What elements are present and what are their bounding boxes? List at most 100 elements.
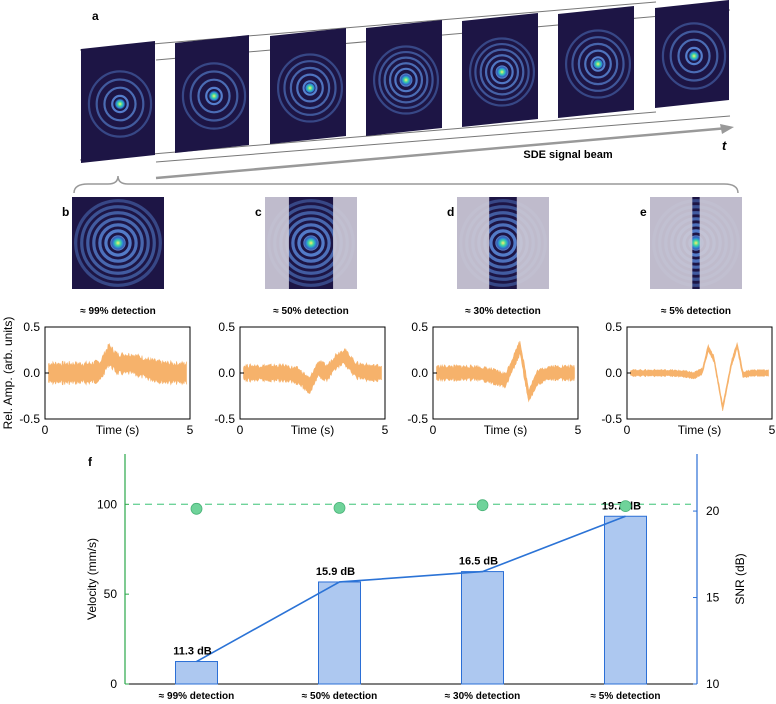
panel-c: c ≈ 50% detection 0.5 0.0 -0.50 5 Time (s) [214, 197, 389, 437]
panel-label-f: f [88, 455, 93, 469]
y-tick-label: 0.0 [23, 366, 40, 380]
velocity-marker [476, 499, 489, 512]
y-axis-label: Velocity (mm/s) [85, 538, 99, 620]
category-label: ≈ 99% detection [159, 691, 235, 702]
beam-frame [655, 0, 729, 108]
beam-frame [366, 20, 442, 136]
x-axis-label: Time (s) [96, 423, 140, 437]
x-tick-label: 5 [575, 423, 582, 437]
beam-ring [283, 60, 337, 116]
beam-ring [394, 67, 418, 93]
snr-value-label: 16.5 dB [459, 556, 498, 568]
x-axis-label: Time (s) [291, 423, 335, 437]
panel-b: b ≈ 99% detection 0.5 0.0 -0.50 5 Time (s) Rel.… [1, 197, 194, 437]
y-tick-label: 0.5 [411, 320, 428, 334]
beam-ring [276, 53, 344, 123]
x-axis-label: Time (s) [484, 423, 528, 437]
y-tick-label: -0.5 [214, 412, 235, 426]
beam-frame [81, 41, 155, 163]
y-tick-label: -0.5 [601, 412, 622, 426]
x-tick-label: 0 [624, 423, 631, 437]
x-axis-label: Time (s) [678, 423, 722, 437]
beam-ring [87, 70, 153, 138]
y-tick-label: 0.0 [411, 366, 428, 380]
beam-ring [291, 223, 331, 263]
beam-ring [584, 49, 612, 79]
beam-ring [474, 42, 530, 102]
signal-trace [630, 341, 769, 412]
beam-spot [688, 50, 700, 62]
mask-right [333, 197, 357, 289]
beam-image [72, 197, 164, 289]
time-label: t [722, 138, 727, 153]
wire-line [155, 9, 731, 61]
beam-ring [661, 22, 727, 90]
y2-tick-label: 20 [706, 504, 720, 518]
beam-spot [208, 90, 220, 102]
panel-label-d: d [447, 205, 454, 219]
snr-bar [604, 515, 647, 685]
detection-label: ≈ 50% detection [273, 306, 349, 317]
brace [73, 175, 739, 194]
snr-bar [318, 581, 361, 685]
beam-ring [197, 78, 231, 114]
beam-ring [489, 229, 517, 257]
x-tick-label: 5 [769, 423, 776, 437]
beam-ring [95, 78, 145, 130]
velocity-marker [619, 500, 632, 513]
signal-band [48, 342, 187, 386]
signal-trace [243, 347, 382, 394]
category-label: ≈ 5% detection [591, 691, 661, 702]
beam-spot [110, 235, 126, 251]
beam-ring [92, 217, 144, 269]
beam-image [457, 197, 549, 289]
snr-bar [461, 571, 504, 685]
x-tick-label: 0 [42, 423, 49, 437]
beam-ring [669, 30, 719, 82]
beam-frame [175, 35, 249, 153]
signal-trace [48, 342, 187, 386]
beam-ring [590, 56, 606, 72]
beam-ring [564, 29, 632, 99]
beam-ring [104, 229, 132, 257]
snr-value-label: 11.3 dB [173, 646, 212, 658]
beam-ring [296, 73, 324, 103]
beam-spot [495, 235, 511, 251]
signal-trace [436, 340, 575, 403]
snr-value-label: 15.9 dB [316, 566, 355, 578]
beam-ring [103, 86, 137, 122]
beam-frame [462, 13, 538, 127]
velocity-marker [333, 502, 346, 514]
beam-ring [181, 62, 247, 130]
beam-ring [111, 94, 129, 114]
time-arrow [155, 126, 729, 180]
beam-spot [114, 98, 126, 110]
panel-label-b: b [62, 205, 69, 219]
signal-band [243, 347, 382, 394]
beam-ring [98, 223, 138, 263]
x-tick-label: 0 [430, 423, 437, 437]
panel-label-a: a [92, 9, 99, 23]
y-tick-label: 0.5 [605, 320, 622, 334]
beam-ring [86, 211, 150, 275]
wire-line [155, 115, 731, 163]
y2-tick-label: 10 [706, 677, 720, 691]
panel-d: d ≈ 30% detection 0.5 0.0 -0.50 5 Time (s) [407, 197, 582, 437]
x-tick-label: 5 [187, 423, 194, 437]
mask-right [699, 197, 742, 289]
beam-spot [496, 66, 508, 78]
signal-band [436, 340, 575, 403]
y-tick-label: 0.5 [218, 320, 235, 334]
beam-image [265, 197, 357, 289]
beam-ring [74, 199, 162, 287]
panel-label-c: c [255, 205, 262, 219]
detection-label: ≈ 99% detection [80, 306, 156, 317]
beam-spot [303, 235, 319, 251]
y-tick-label: 0.5 [23, 320, 40, 334]
beam-ring [378, 50, 434, 110]
detection-label: ≈ 5% detection [661, 306, 731, 317]
velocity-marker [190, 502, 203, 515]
beam-ring [577, 42, 619, 86]
x-tick-label: 0 [237, 423, 244, 437]
